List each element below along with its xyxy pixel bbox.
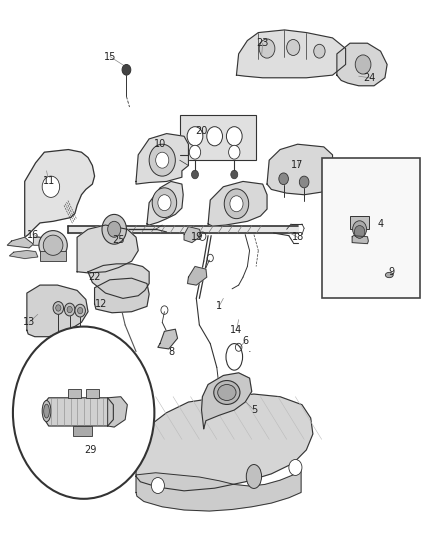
Circle shape — [259, 39, 275, 58]
Text: 17: 17 — [291, 160, 304, 171]
Circle shape — [149, 144, 175, 176]
Polygon shape — [136, 134, 188, 184]
Text: 13: 13 — [23, 317, 35, 327]
Text: 29: 29 — [84, 445, 96, 455]
Circle shape — [354, 225, 365, 238]
Circle shape — [13, 327, 154, 499]
Polygon shape — [27, 285, 88, 337]
Text: 25: 25 — [112, 235, 125, 245]
Circle shape — [299, 176, 309, 188]
Circle shape — [355, 55, 371, 74]
Circle shape — [187, 127, 203, 146]
Bar — [68, 389, 81, 398]
Bar — [73, 426, 92, 435]
Polygon shape — [77, 225, 138, 273]
Ellipse shape — [246, 465, 261, 488]
Bar — [180, 115, 256, 160]
Polygon shape — [7, 237, 33, 248]
Polygon shape — [187, 266, 207, 285]
Ellipse shape — [218, 384, 236, 400]
Circle shape — [122, 64, 131, 75]
Polygon shape — [136, 394, 313, 491]
Polygon shape — [25, 150, 95, 237]
Polygon shape — [352, 236, 368, 244]
Text: 14: 14 — [230, 325, 243, 335]
Polygon shape — [267, 144, 332, 195]
Ellipse shape — [44, 404, 49, 418]
Text: 20: 20 — [195, 126, 208, 136]
Circle shape — [230, 196, 243, 212]
Circle shape — [189, 146, 201, 159]
Circle shape — [353, 221, 367, 238]
Polygon shape — [95, 278, 149, 313]
Text: 24: 24 — [364, 73, 376, 83]
Polygon shape — [88, 264, 149, 298]
Text: 4: 4 — [378, 219, 384, 229]
Text: 22: 22 — [88, 272, 101, 282]
Polygon shape — [68, 225, 297, 233]
Polygon shape — [33, 237, 64, 245]
Ellipse shape — [385, 272, 393, 278]
Text: 19: 19 — [191, 232, 203, 243]
Bar — [350, 216, 369, 229]
Bar — [86, 389, 99, 398]
Circle shape — [78, 308, 83, 314]
Circle shape — [287, 39, 300, 55]
Polygon shape — [184, 227, 201, 243]
Circle shape — [102, 214, 127, 244]
Text: 6: 6 — [242, 336, 248, 346]
Polygon shape — [158, 329, 177, 349]
Polygon shape — [44, 398, 113, 426]
Circle shape — [64, 303, 75, 316]
Circle shape — [155, 152, 169, 168]
Circle shape — [56, 305, 61, 311]
Circle shape — [108, 221, 121, 237]
Circle shape — [67, 306, 72, 313]
Circle shape — [207, 127, 223, 146]
Polygon shape — [337, 43, 387, 86]
Text: 11: 11 — [42, 176, 55, 187]
Polygon shape — [10, 251, 38, 259]
Circle shape — [152, 188, 177, 217]
Circle shape — [314, 44, 325, 58]
Circle shape — [229, 146, 240, 159]
Polygon shape — [201, 373, 252, 429]
Text: 5: 5 — [251, 405, 257, 415]
Bar — [40, 251, 66, 261]
Ellipse shape — [43, 235, 63, 255]
Circle shape — [158, 195, 171, 211]
Polygon shape — [108, 397, 127, 427]
Text: 16: 16 — [27, 230, 39, 240]
Polygon shape — [208, 181, 267, 226]
Circle shape — [191, 170, 198, 179]
Circle shape — [226, 127, 242, 146]
Circle shape — [75, 304, 85, 317]
Text: 15: 15 — [104, 52, 116, 61]
Circle shape — [151, 478, 164, 494]
Text: 1: 1 — [216, 301, 222, 311]
Circle shape — [289, 459, 302, 475]
Polygon shape — [136, 469, 301, 511]
Text: 10: 10 — [154, 139, 166, 149]
Ellipse shape — [42, 400, 51, 422]
Text: 8: 8 — [168, 346, 174, 357]
Circle shape — [279, 173, 288, 184]
Text: .: . — [247, 344, 251, 353]
Circle shape — [231, 170, 238, 179]
Text: 18: 18 — [291, 232, 304, 243]
Bar — [321, 158, 420, 298]
Text: 12: 12 — [95, 298, 107, 309]
Circle shape — [53, 302, 64, 314]
Ellipse shape — [39, 231, 67, 260]
Circle shape — [224, 189, 249, 219]
Text: 23: 23 — [257, 38, 269, 48]
Ellipse shape — [214, 381, 240, 405]
Polygon shape — [237, 30, 346, 78]
Circle shape — [42, 176, 60, 197]
Polygon shape — [147, 181, 183, 225]
Text: 9: 9 — [389, 267, 395, 277]
